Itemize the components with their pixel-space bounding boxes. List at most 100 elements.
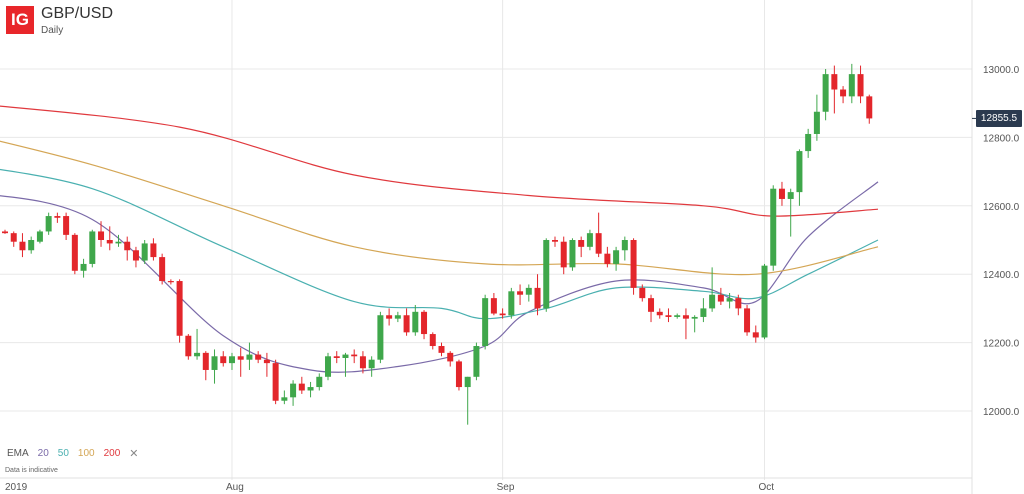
ema-legend-label: EMA [7,448,29,459]
candle-body [569,240,576,268]
candle-body [132,250,139,261]
ema-legend-50: 50 [57,448,69,459]
candle-body [80,263,87,271]
close-icon[interactable]: ✕ [129,448,139,460]
ema-100-line [0,140,879,276]
disclaimer-text: Data is indicative [5,467,58,474]
candle-body [394,315,401,319]
candle-body [10,233,17,242]
candle-body [124,241,131,251]
candle-body [98,231,105,240]
ema-legend: EMA 20 50 100 200 ✕ [7,447,139,460]
candle-body [220,356,227,364]
candle-body [682,315,689,319]
ig-logo: IG [6,6,34,34]
candle-body [805,133,812,152]
candle-body [455,361,462,388]
candle-body [63,216,70,235]
candle-body [560,241,567,268]
candle-body [429,334,436,347]
candle-body [534,287,541,309]
candle-body [246,354,253,360]
candle-body [630,240,637,288]
candle-body [822,74,829,112]
x-tick-label: Oct [759,482,775,493]
candle-body [665,315,672,317]
candle-body [167,281,174,283]
candle-body [840,89,847,97]
candle-body [848,74,855,97]
candle-body [2,231,8,234]
candle-body [604,253,611,264]
candle-body [438,346,445,353]
x-tick-label: 2019 [5,482,28,493]
candle-body [464,376,471,388]
candle-body [639,287,646,299]
candle-body [403,315,410,333]
candle-body [744,308,751,333]
y-tick-label: 12800.0 [983,133,1020,144]
candle-body [106,240,113,244]
x-tick-label: Aug [226,482,244,493]
candle-body [648,298,655,312]
candle-body [351,354,358,357]
candle-body [508,291,515,316]
candle-body [316,376,323,388]
candle-body [490,298,497,314]
y-tick-label: 12000.0 [983,407,1020,418]
ema-200-line [0,105,879,217]
candle-body [499,313,506,316]
y-tick-label: 13000.0 [983,65,1020,76]
candle-body [150,243,157,258]
ema-legend-200: 200 [103,448,121,459]
candle-body [272,363,279,401]
y-tick-label: 12200.0 [983,339,1020,350]
candle-body [263,359,270,364]
candle-body [674,315,681,317]
candle-body [228,356,235,364]
candle-body [770,188,777,266]
candle-body [71,234,78,271]
candle-body [325,356,332,377]
candle-body [717,294,724,302]
candle-body [813,111,820,134]
candle-body [796,151,803,193]
candle-body [857,74,864,97]
candle-body [421,311,428,335]
candle-body [159,257,166,282]
candle-body [342,354,349,358]
candle-body [45,216,52,232]
candle-body [551,240,558,242]
candle-body [482,298,489,347]
candle-body [595,233,602,254]
candle-body [709,294,716,309]
candle-body [656,311,663,316]
candle-body [115,241,122,244]
candle-body [543,240,550,309]
candle-body [19,241,26,251]
candle-body [290,383,297,398]
candle-body [202,352,209,370]
candle-body [735,298,742,309]
last-price-badge: 12855.5 [976,110,1022,127]
candle-body [586,233,593,247]
candle-body [447,352,454,362]
candle-layer [2,63,873,425]
candle-body [176,281,183,336]
candle-body [307,387,314,391]
candle-body [621,240,628,251]
candle-body [831,74,838,90]
candle-body [237,356,244,360]
candle-body [726,298,733,302]
y-tick-label: 12400.0 [983,270,1020,281]
candle-body [333,356,340,358]
ema-layer [0,105,879,373]
candle-body [752,332,759,338]
candle-body [517,291,524,295]
candle-body [368,359,375,369]
instrument-title: GBP/USD [41,5,114,22]
candle-body [691,316,698,319]
timeframe-label: Daily [41,25,64,36]
